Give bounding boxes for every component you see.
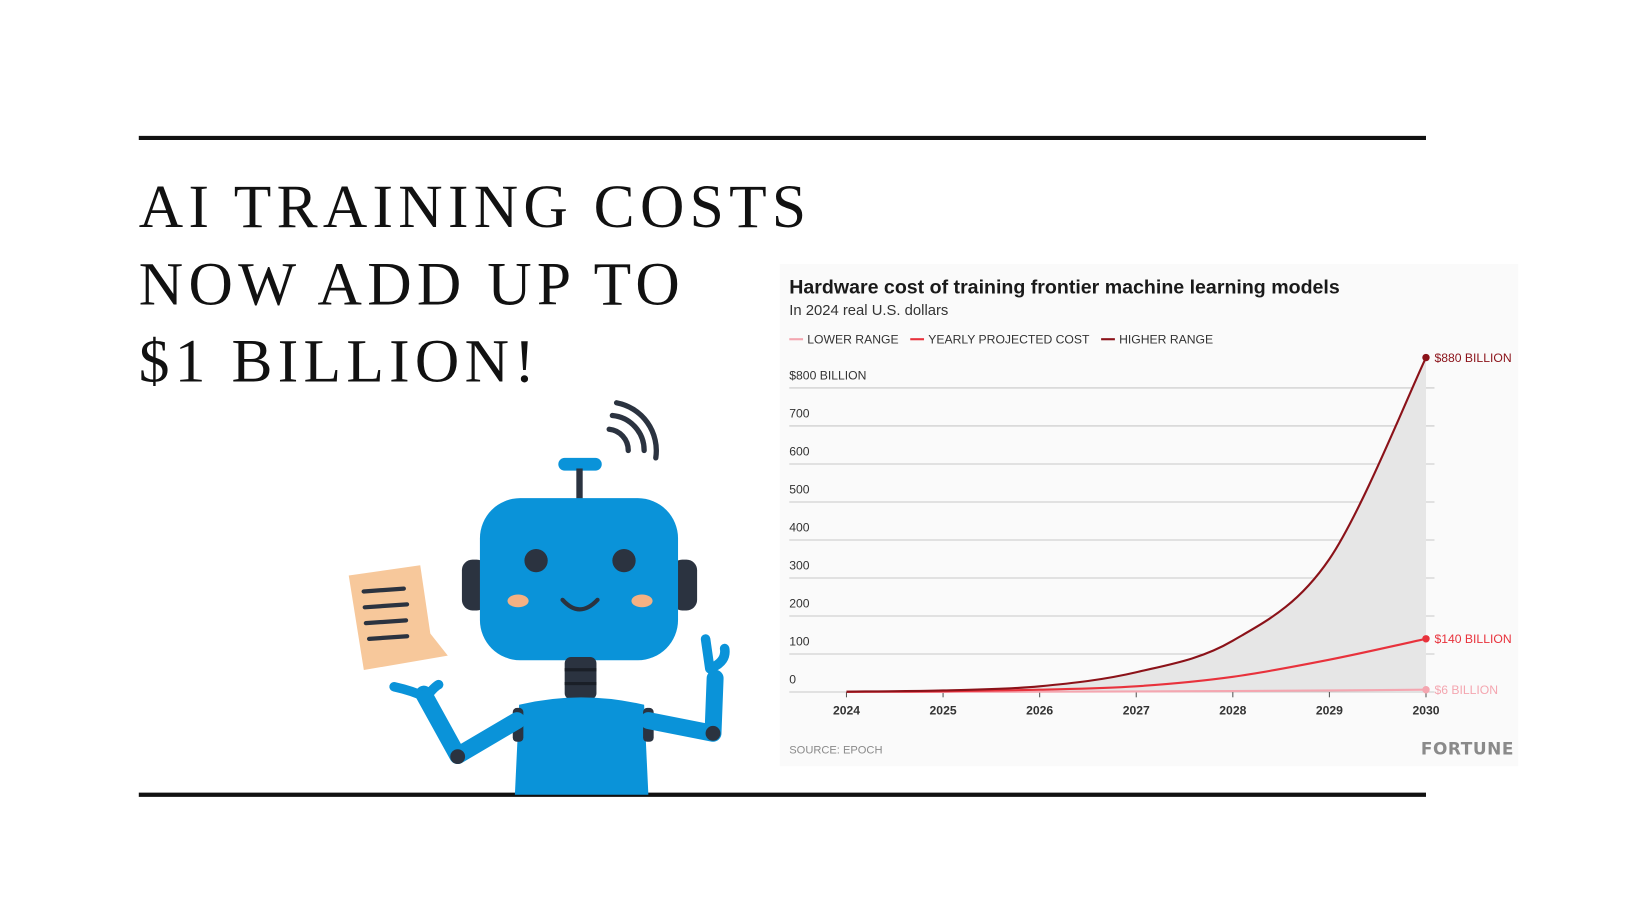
y-tick-label: 300 <box>789 559 810 573</box>
range-area <box>846 357 1426 692</box>
y-tick-label: 400 <box>789 521 810 535</box>
y-tick-label: 700 <box>789 406 810 420</box>
x-tick-label: 2024 <box>833 703 860 717</box>
legend-label: YEARLY PROJECTED COST <box>928 332 1090 346</box>
headline-line: AI TRAINING COSTS <box>139 173 812 241</box>
x-tick-label: 2025 <box>930 703 957 717</box>
value-label: $880 BILLION <box>1434 351 1511 365</box>
x-tick-label: 2029 <box>1316 703 1343 717</box>
y-tick-label: $800 BILLION <box>789 368 866 382</box>
chart-subtitle: In 2024 real U.S. dollars <box>789 303 948 319</box>
source-note: SOURCE: EPOCH <box>789 744 882 756</box>
chart: Hardware cost of training frontier machi… <box>779 264 1519 767</box>
value-label: $140 BILLION <box>1434 632 1511 646</box>
headline-line: NOW ADD UP TO <box>139 250 685 318</box>
legend-label: LOWER RANGE <box>807 332 898 346</box>
end-point <box>1422 686 1430 694</box>
headline-line: $1 BILLION! <box>139 328 540 396</box>
x-tick-label: 2027 <box>1123 703 1150 717</box>
end-point <box>1422 635 1430 643</box>
y-tick-label: 600 <box>789 444 810 458</box>
chart-title: Hardware cost of training frontier machi… <box>789 277 1340 299</box>
y-tick-label: 500 <box>789 483 810 497</box>
y-tick-label: 0 <box>789 673 796 687</box>
x-tick-label: 2028 <box>1219 703 1246 717</box>
value-label: $6 BILLION <box>1434 683 1498 697</box>
robot-illustration <box>348 400 730 795</box>
y-tick-label: 100 <box>789 635 810 649</box>
x-tick-label: 2030 <box>1412 703 1439 717</box>
legend-label: HIGHER RANGE <box>1119 332 1213 346</box>
y-tick-label: 200 <box>789 597 810 611</box>
publisher-logo: FORTUNE <box>1421 739 1514 759</box>
x-tick-label: 2026 <box>1026 703 1053 717</box>
end-point <box>1422 353 1430 362</box>
series-line <box>846 357 1427 693</box>
